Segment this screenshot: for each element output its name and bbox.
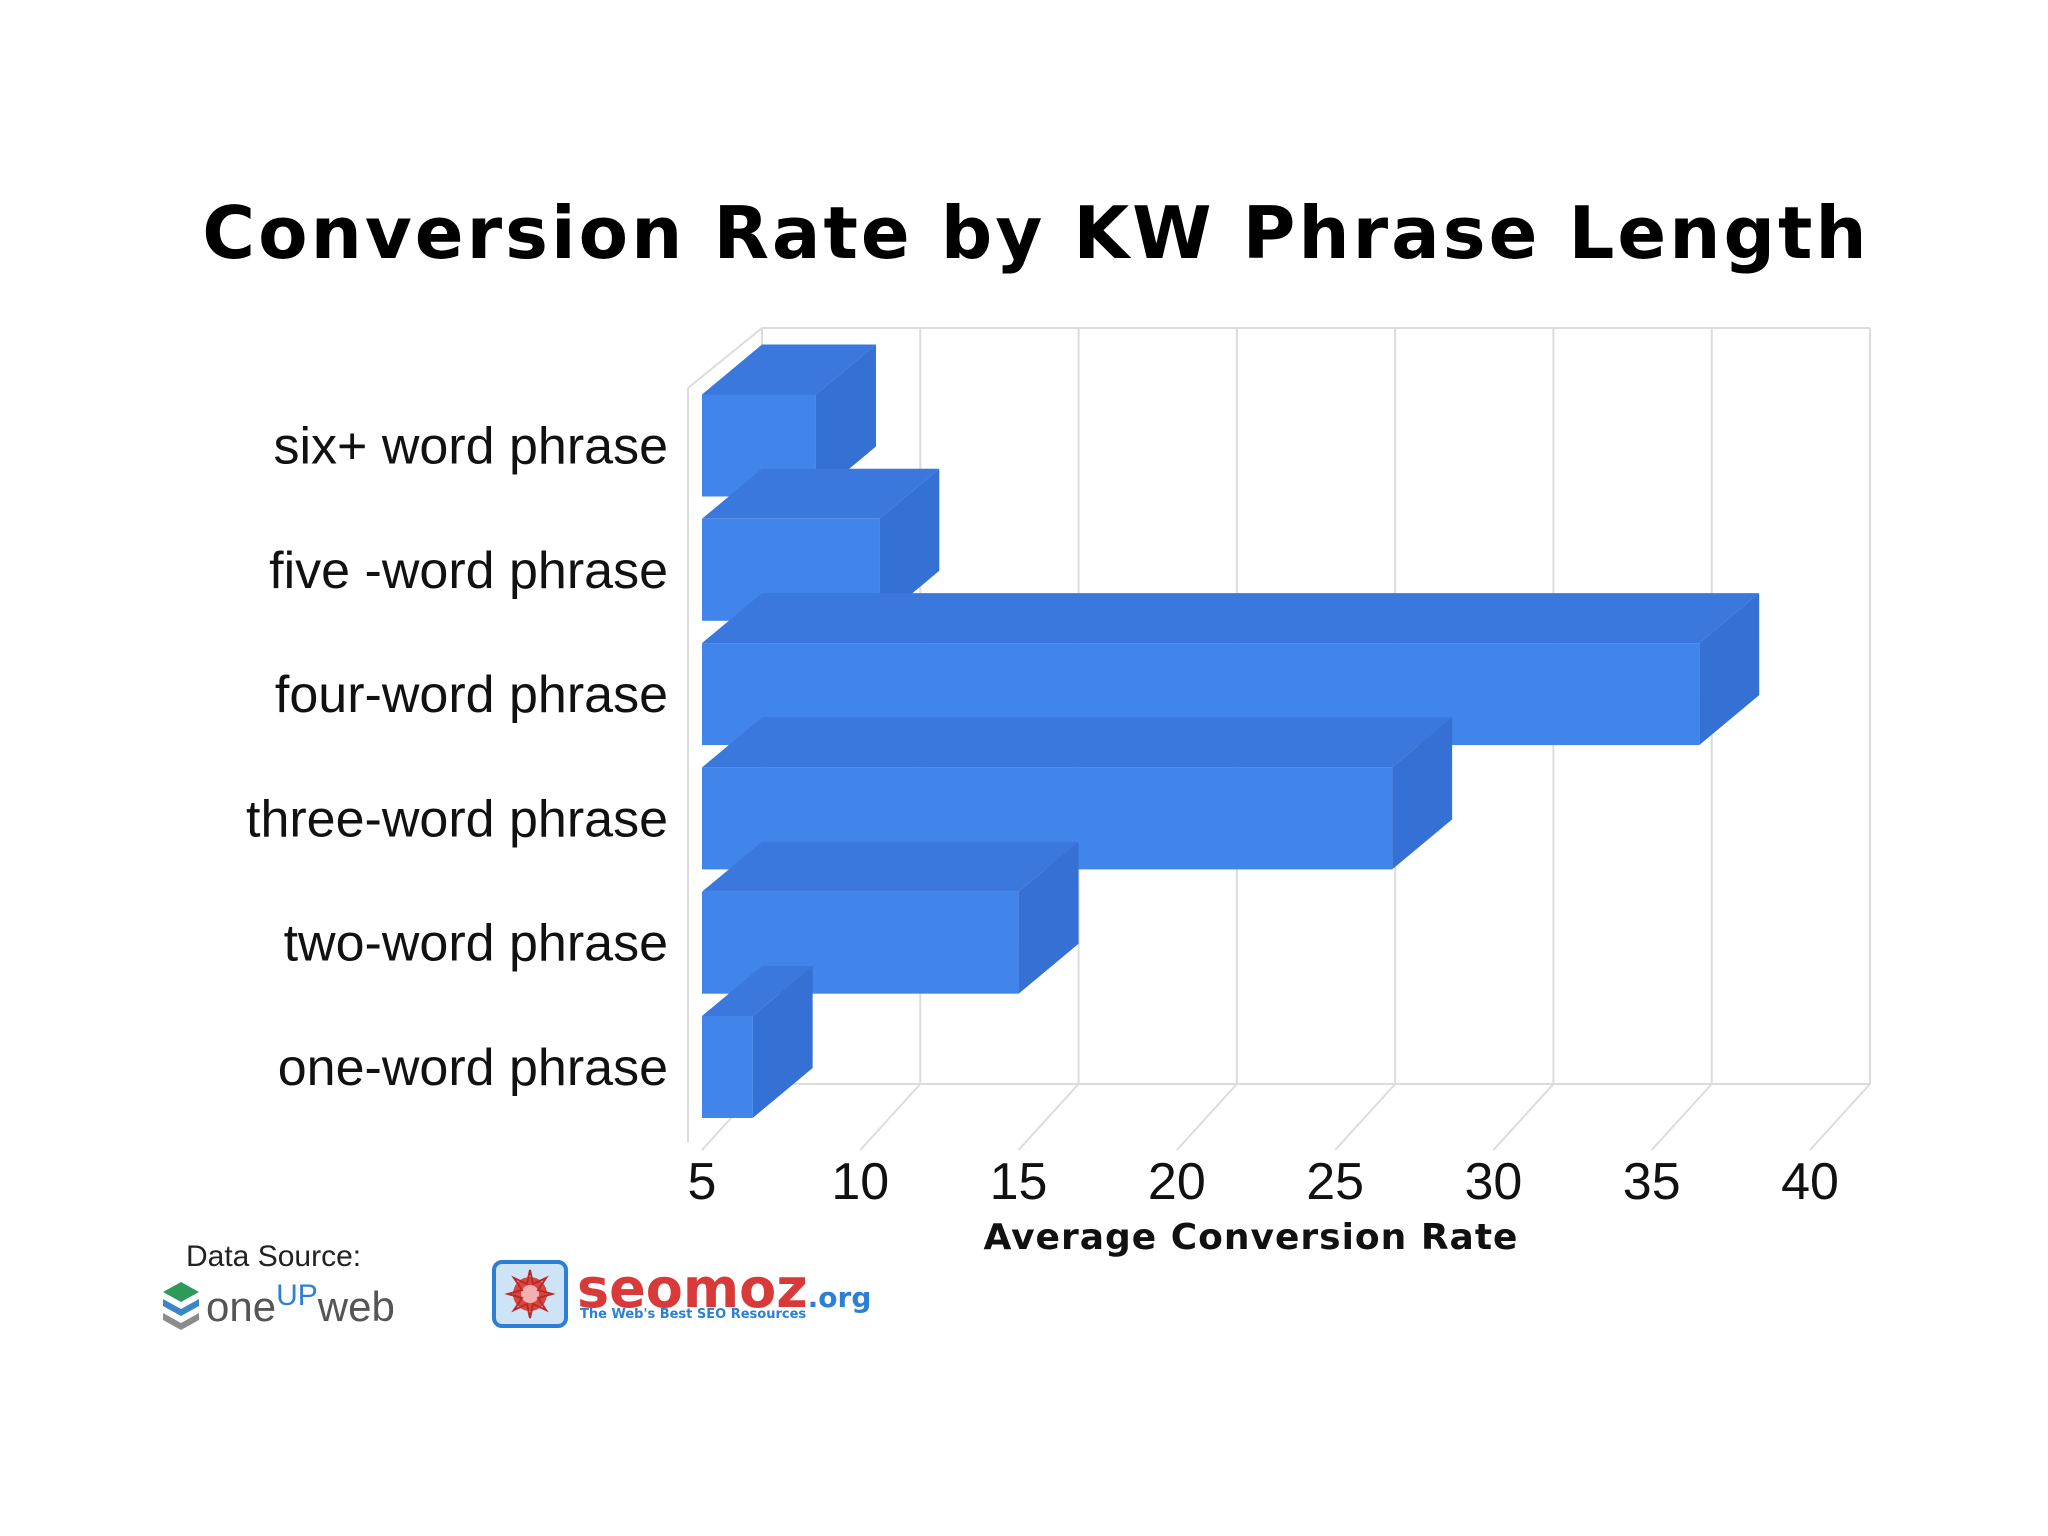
grid-floor-diag [1334, 1083, 1396, 1151]
category-label: one-word phrase [278, 1039, 668, 1097]
bar [702, 468, 940, 621]
x-tick-label: 20 [1148, 1153, 1206, 1211]
bar-side-face [815, 344, 876, 497]
bar-front-face [702, 1016, 753, 1118]
data-source-label: Data Source: [186, 1240, 361, 1273]
category-labels: six+ word phrase five -word phrase four-wo… [246, 418, 668, 1098]
bar [702, 966, 813, 1118]
data-source: Data Source: oneUPweb seomoz.org T [163, 1240, 871, 1330]
oneupweb-logo-text: oneUPweb [206, 1279, 395, 1330]
bar-side-face [752, 966, 813, 1118]
bar-top-face [702, 468, 940, 519]
bar-side-face [879, 468, 940, 621]
bar-side-face [1018, 841, 1079, 994]
grid-floor-diag [1809, 1083, 1871, 1151]
x-tick-label: 35 [1623, 1153, 1681, 1211]
category-label: four-word phrase [275, 666, 668, 724]
grid-floor-diag [1492, 1083, 1555, 1151]
x-tick-label: 25 [1306, 1153, 1364, 1211]
bar-top-face [702, 344, 876, 395]
bar-side-face [1392, 717, 1453, 870]
grid-floor-diag [1650, 1083, 1713, 1151]
bars [702, 344, 1760, 1118]
grid-floor-diag [1017, 1083, 1080, 1151]
oneupweb-logo-icon [163, 1282, 199, 1330]
bar-top-face [702, 966, 813, 1016]
seomoz-logo-text: seomoz.org [577, 1257, 871, 1320]
seomoz-tagline: The Web's Best SEO Resources [580, 1307, 806, 1322]
x-tick-label: 30 [1465, 1153, 1523, 1211]
x-tick-label: 40 [1781, 1153, 1839, 1211]
x-axis-title: Average Conversion Rate [984, 1217, 1519, 1258]
grid-left-top [687, 327, 763, 389]
oneupweb-logo: oneUPweb [163, 1279, 395, 1330]
x-tick-labels: 5 10 15 20 25 30 35 40 [688, 1153, 1839, 1211]
seomoz-star-icon [504, 1269, 556, 1319]
grid-floor-diag [859, 1083, 922, 1151]
bar-top-face [702, 841, 1079, 892]
category-label: three-word phrase [246, 790, 668, 848]
chart-title: Conversion Rate by KW Phrase Length [202, 191, 1869, 275]
x-tick-label: 10 [831, 1153, 889, 1211]
bar-side-face [1699, 593, 1760, 746]
bar-top-face [702, 593, 1760, 644]
x-tick-label: 15 [990, 1153, 1048, 1211]
category-label: six+ word phrase [273, 418, 668, 476]
category-label: five -word phrase [269, 542, 668, 600]
bar-top-face [702, 717, 1453, 768]
seomoz-logo: seomoz.org The Web's Best SEO Resources [492, 1257, 871, 1328]
bar [702, 841, 1079, 994]
x-tick-label: 5 [688, 1153, 717, 1211]
grid-floor-diag [1176, 1083, 1238, 1151]
category-label: two-word phrase [284, 915, 668, 973]
